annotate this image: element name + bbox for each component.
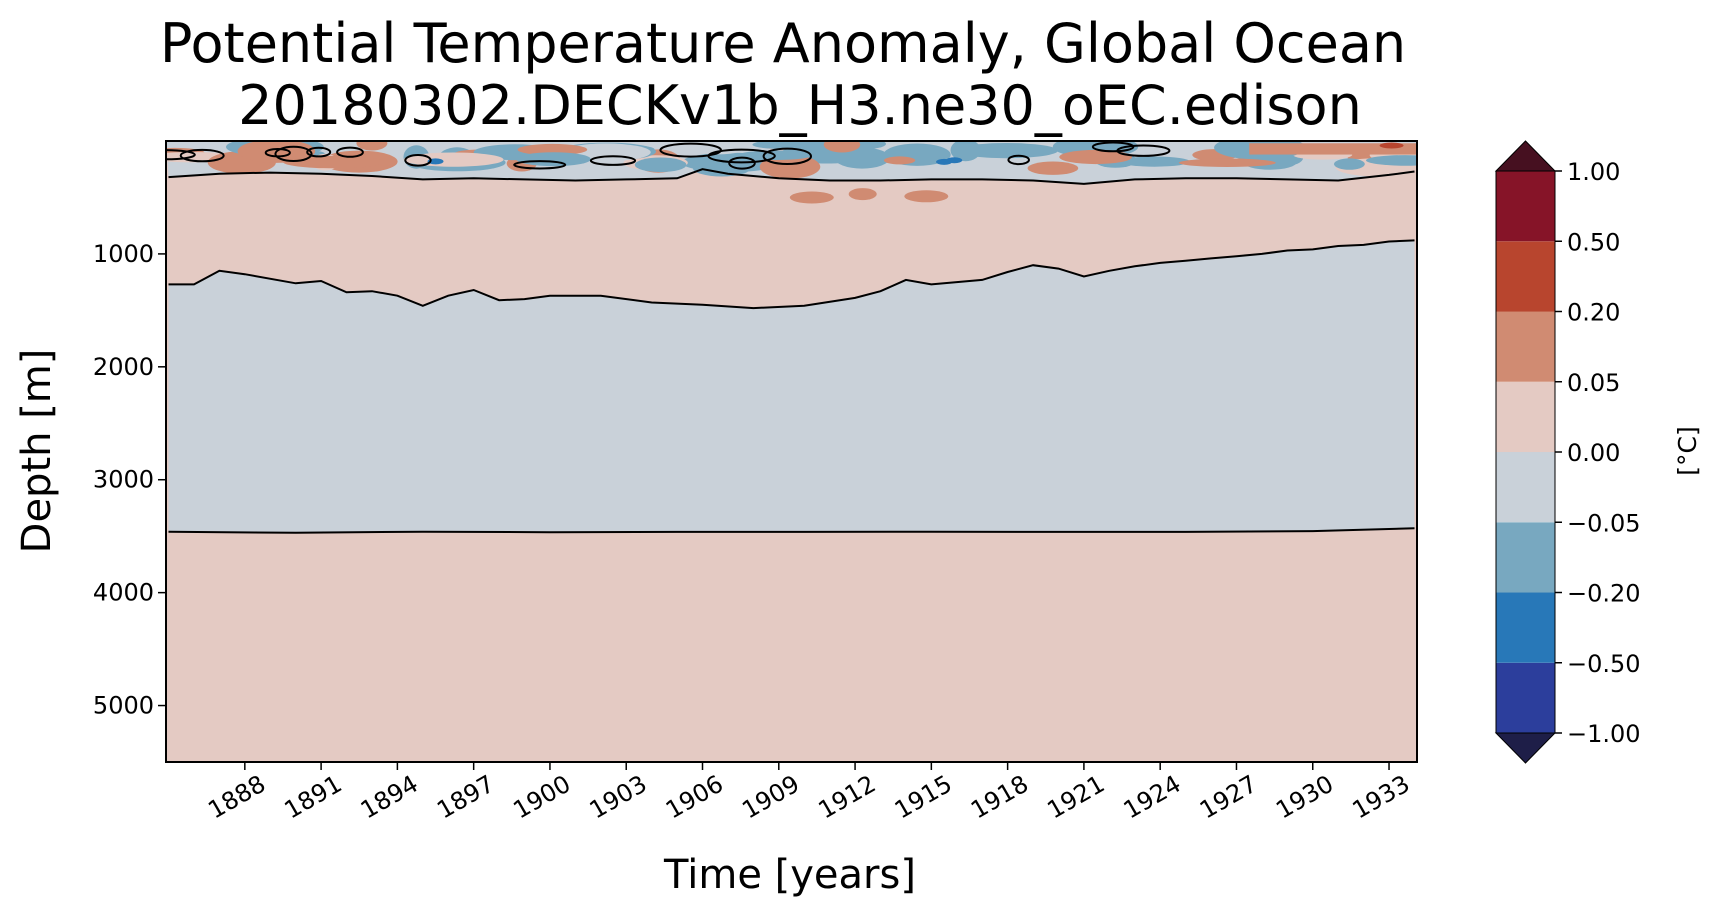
x-tick-label: 1924 (1119, 770, 1186, 825)
surface-hot-spot (1379, 142, 1404, 149)
y-tick-label: 2000 (93, 353, 154, 381)
surface-blob (790, 141, 829, 154)
x-tick-label: 1888 (203, 770, 270, 825)
surface-contour (1091, 141, 1135, 153)
surface-blob (1119, 156, 1190, 167)
plot-frame (165, 140, 1418, 763)
surface-blob (356, 141, 388, 151)
x-tick-label: 1897 (432, 770, 499, 825)
surface-blob (1334, 158, 1365, 170)
colorbar-segment (1496, 311, 1555, 382)
x-tick-label: 1900 (508, 770, 575, 825)
colorbar-tick-label: 1.00 (1567, 158, 1620, 186)
surface-contour (589, 155, 637, 166)
surface-contour (728, 156, 756, 170)
x-tick-label: 1894 (356, 770, 423, 825)
colorbar-under-extension (1494, 732, 1557, 764)
surface-blob (1027, 161, 1079, 175)
colorbar-segment (1496, 171, 1555, 242)
surface-contour (762, 147, 812, 166)
surface-layer (166, 141, 1417, 184)
surface-contour (513, 160, 567, 170)
colorbar-segment (1496, 662, 1555, 734)
colorbar-tick-label: −0.50 (1567, 650, 1641, 678)
surface-blob (1178, 158, 1276, 167)
y-axis-label: Depth [m] (14, 349, 60, 554)
warm-patch (904, 190, 949, 203)
contour-lines (168, 168, 1415, 534)
surface-blob (516, 152, 591, 167)
plot-area (166, 141, 1417, 762)
colorbar: −1.00 −0.50 −0.20 −0.05 0.00 0.05 0.20 0.50 1.00 (1494, 140, 1641, 764)
surface-blob (950, 141, 981, 162)
contour-line (168, 527, 1415, 534)
surface-contour (179, 148, 225, 163)
colorbar-segment (1496, 592, 1555, 663)
warm-patch (789, 191, 834, 204)
surface-blob (1366, 155, 1417, 166)
chart-subtitle: 20180302.DECKv1b_H3.ne30_oEC.edison (238, 74, 1362, 137)
x-tick-label: 1933 (1348, 770, 1415, 825)
surface-cold-spot (946, 157, 963, 164)
surface-contour (659, 142, 723, 158)
colorbar-segment (1496, 381, 1555, 453)
surface-blob (517, 143, 588, 156)
surface-contour (404, 154, 432, 167)
contour-line (168, 168, 1415, 185)
surface-blob (955, 143, 1058, 159)
x-tick-label: 1891 (280, 770, 347, 825)
contour-fill-regions (166, 141, 1417, 762)
surface-contour (1007, 154, 1031, 166)
colorbar-segment (1496, 522, 1555, 593)
x-tick-label: 1915 (890, 770, 957, 825)
colorbar-tick-label: −1.00 (1567, 720, 1641, 748)
x-tick-label: 1909 (737, 770, 804, 825)
colorbar-segment (1496, 452, 1555, 523)
y-tick-label: 4000 (93, 579, 154, 607)
y-axis: 1000 2000 3000 4000 5000 (93, 240, 166, 720)
x-axis: 1888 1891 1894 1897 1900 1903 1906 1909 1912 1915… (203, 762, 1414, 824)
x-tick-label: 1927 (1195, 770, 1262, 825)
contour-line (168, 239, 1415, 310)
surface-warm-band (1249, 143, 1417, 155)
y-tick-label: 3000 (93, 466, 154, 494)
x-tick-label: 1912 (814, 770, 881, 825)
colorbar-tick-label: 0.00 (1567, 439, 1620, 467)
x-tick-label: 1903 (585, 770, 652, 825)
x-tick-label: 1906 (661, 770, 728, 825)
colorbar-segment (1496, 241, 1555, 312)
y-tick-label: 5000 (93, 692, 154, 720)
colorbar-over-extension (1494, 140, 1557, 172)
surface-contour (306, 146, 332, 158)
colorbar-tick-label: −0.20 (1567, 580, 1641, 608)
surface-blob (1059, 149, 1133, 165)
colorbar-tick-label: 0.05 (1567, 369, 1620, 397)
surface-contour (336, 146, 364, 158)
surface-blob (834, 147, 890, 169)
x-axis-label: Time [years] (663, 852, 916, 898)
region-mid-cool (168, 240, 1415, 533)
colorbar-tick-label: −0.05 (1567, 509, 1641, 537)
surface-blob (883, 156, 916, 165)
surface-blob (634, 157, 687, 173)
colorbar-tick-label: 0.50 (1567, 228, 1620, 256)
warm-patch (848, 188, 877, 201)
colorbar-tick-label: 0.20 (1567, 299, 1620, 327)
warm-patches (789, 188, 949, 204)
surface-blob (823, 141, 861, 153)
y-tick-label: 1000 (93, 240, 154, 268)
x-tick-label: 1930 (1271, 770, 1338, 825)
surface-contour (274, 145, 313, 162)
x-tick-label: 1921 (1042, 770, 1109, 825)
x-tick-label: 1918 (966, 770, 1033, 825)
chart-title: Potential Temperature Anomaly, Global Oc… (160, 12, 1406, 75)
colorbar-label: [°C] (1673, 426, 1702, 475)
surface-contour (166, 149, 196, 161)
